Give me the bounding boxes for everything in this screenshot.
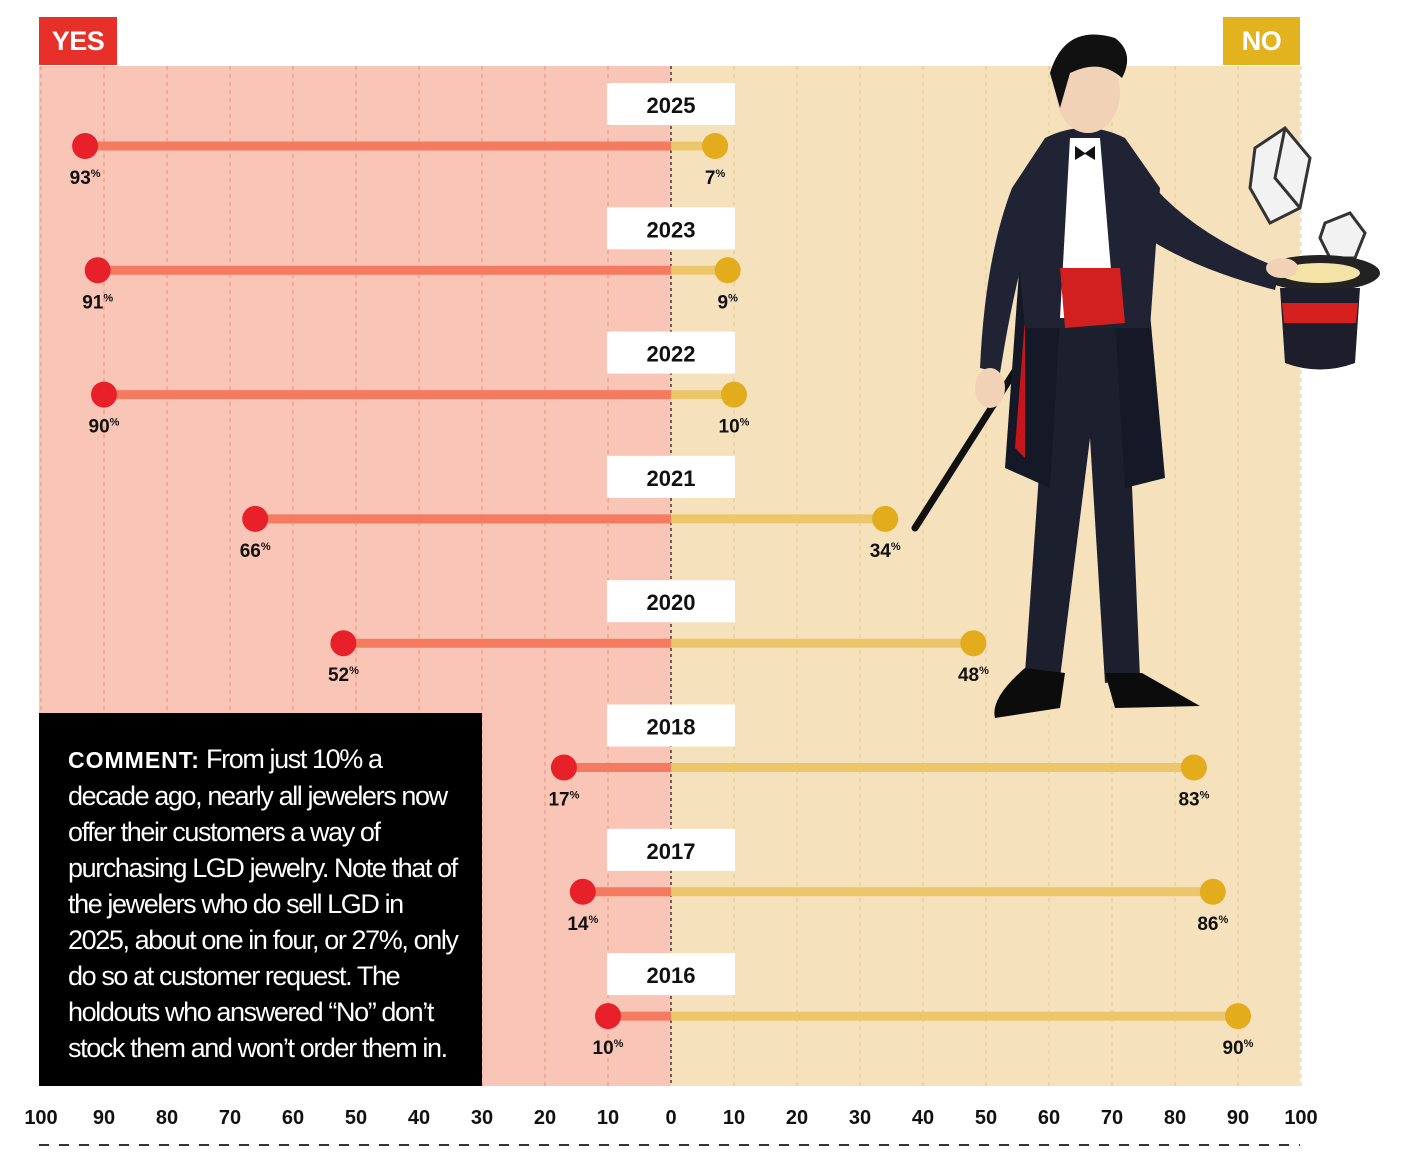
no-dot [702,133,729,159]
axis-tick-label: 80 [1164,1107,1186,1129]
magician-icon [911,34,1380,718]
axis-tick-label: 50 [975,1107,997,1129]
no-label: NO [1223,17,1300,65]
axis-tick-label: 40 [408,1107,430,1129]
axis-tick-label: 90 [1227,1107,1249,1129]
no-dot [960,630,987,657]
year-box [607,331,735,374]
axis-tick-label: 10 [723,1107,745,1129]
year-label: 2023 [647,217,696,242]
year-label: 2016 [647,963,696,988]
axis-tick-label: 30 [471,1107,493,1129]
no-dot [714,257,741,284]
year-box [607,953,735,996]
yes-dot [72,133,99,159]
yes-dot [550,754,577,781]
year-box [607,207,735,250]
axis-tick-label: 100 [24,1107,57,1129]
yes-dot [330,630,357,657]
comment-text: From just 10% a decade ago, nearly all j… [68,744,459,1063]
yes-dot [595,1003,621,1030]
axis-tick-label: 80 [156,1107,178,1129]
axis-tick-label: 70 [219,1107,241,1129]
comment-label: COMMENT: [68,747,200,773]
yes-dot [84,257,111,284]
year-box [607,580,735,623]
axis-tick-label: 60 [282,1107,304,1129]
axis-tick-label: 90 [93,1107,115,1129]
yes-label: YES [39,17,117,65]
year-label: 2025 [647,93,696,118]
axis-tick-label: 30 [849,1107,871,1129]
axis-tick-label: 40 [912,1107,934,1129]
axis-tick-label: 10 [597,1107,619,1129]
axis-tick-label: 20 [786,1107,808,1129]
yes-dot [91,381,117,408]
year-box [607,704,735,747]
no-dot [1199,878,1226,905]
year-box [607,828,735,871]
axis-tick-label: 50 [345,1107,367,1129]
no-dot [721,381,747,408]
year-label: 2020 [647,590,696,615]
year-label: 2018 [647,715,696,740]
axis-tick-label: 70 [1101,1107,1123,1129]
year-label: 2021 [647,466,696,491]
axis-tick-label: 20 [534,1107,556,1129]
yes-dot [569,878,596,905]
axis-tick-label: 100 [1284,1107,1317,1129]
year-box [607,83,735,125]
yes-dot [242,505,269,532]
year-label: 2022 [647,342,696,367]
no-dot [1225,1003,1251,1030]
year-box [607,455,735,498]
comment-box: COMMENT: From just 10% a decade ago, nea… [39,713,482,1086]
year-label: 2017 [647,839,696,864]
axis-tick-label: 0 [665,1107,676,1129]
no-dot [1180,754,1207,781]
no-dot [872,505,899,532]
axis-tick-label: 60 [1038,1107,1060,1129]
